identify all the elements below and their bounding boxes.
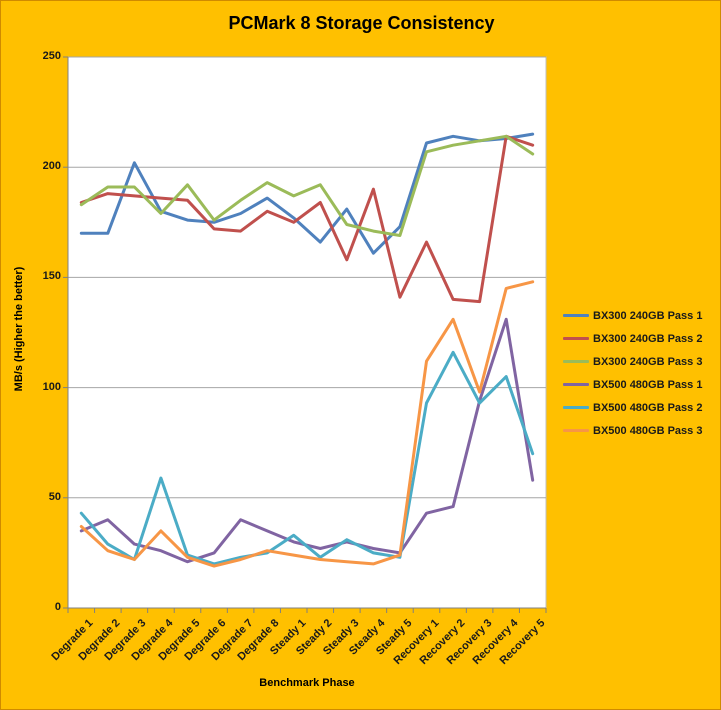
legend-item-bx500-480gb-pass-3: BX500 480GB Pass 3 — [563, 419, 702, 442]
legend-line-swatch — [563, 383, 589, 386]
legend-item-bx300-240gb-pass-3: BX300 240GB Pass 3 — [563, 350, 702, 373]
y-tick-label: 150 — [42, 270, 61, 283]
series-line-bx300-240gb-pass-1 — [79, 132, 535, 255]
series-line-bx300-240gb-pass-3 — [79, 134, 535, 237]
y-tick-label: 200 — [42, 160, 61, 173]
legend-item-bx500-480gb-pass-1: BX500 480GB Pass 1 — [563, 373, 702, 396]
plot-area — [63, 56, 547, 613]
legend-item-bx300-240gb-pass-1: BX300 240GB Pass 1 — [563, 304, 702, 327]
legend-line-swatch — [563, 406, 589, 409]
legend-label: BX500 480GB Pass 1 — [593, 378, 703, 391]
legend-label: BX500 480GB Pass 3 — [593, 424, 703, 437]
legend: BX300 240GB Pass 1 BX300 240GB Pass 2 BX30… — [563, 304, 702, 442]
chart-title: PCMark 8 Storage Consistency — [228, 13, 495, 33]
y-tick-label: 50 — [48, 490, 61, 503]
legend-line-swatch — [563, 360, 589, 363]
y-axis-title: MB/s (Higher the better) — [13, 266, 25, 392]
series-line-bx500-480gb-pass-3 — [79, 280, 535, 568]
legend-label: BX300 240GB Pass 1 — [593, 309, 703, 322]
legend-label: BX300 240GB Pass 2 — [593, 332, 703, 345]
legend-item-bx300-240gb-pass-2: BX300 240GB Pass 2 — [563, 327, 702, 350]
series-line-bx300-240gb-pass-2 — [79, 134, 535, 304]
y-tick-label: 100 — [42, 380, 61, 393]
legend-label: BX500 480GB Pass 2 — [593, 401, 703, 414]
legend-line-swatch — [563, 337, 589, 340]
y-tick-label: 0 — [54, 601, 61, 613]
x-axis-title: Benchmark Phase — [259, 677, 355, 689]
legend-line-swatch — [563, 314, 589, 317]
legend-line-swatch — [563, 429, 589, 432]
y-tick-label: 250 — [42, 50, 61, 62]
series-line-bx500-480gb-pass-2 — [79, 350, 535, 566]
legend-item-bx500-480gb-pass-2: BX500 480GB Pass 2 — [563, 396, 702, 419]
legend-label: BX300 240GB Pass 3 — [593, 355, 703, 368]
plot-svg — [63, 56, 547, 613]
